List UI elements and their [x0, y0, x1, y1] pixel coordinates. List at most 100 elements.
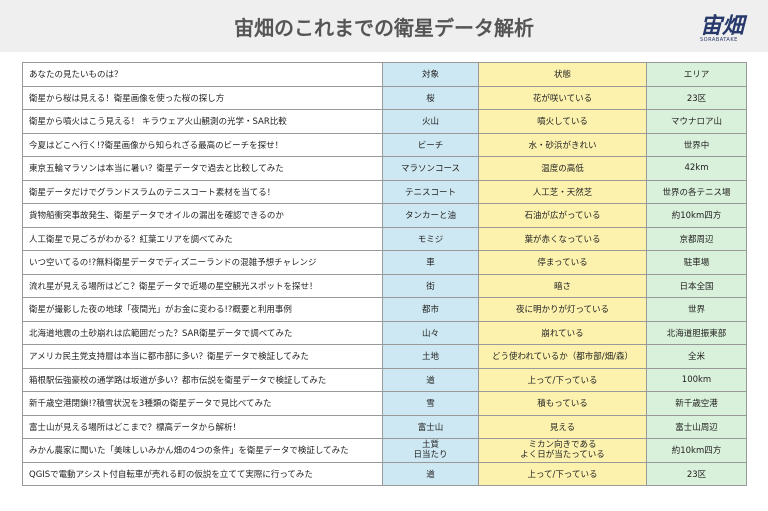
cell: 世界中 — [646, 132, 747, 157]
cell: 世界の各テニス場 — [646, 179, 747, 204]
cell: 流れ星が見える場所はどこ？衛星データで近場の星空観光スポットを探せ！ — [22, 273, 383, 298]
header-row: あなたの見たいものは？ 対象 状態 エリア — [22, 62, 747, 87]
row: 新千歳空港閉鎖!?積雪状況を3種類の衛星データで見比べてみた雪積もっている 新千歳… — [22, 391, 747, 416]
cell: 雪 — [382, 391, 479, 416]
row: いつ空いてるの!?無料衛星データでディズニーランドの混雑予想チャレンジ車停まって… — [22, 250, 747, 275]
cell: 北海道胆振東部 — [646, 320, 747, 345]
cell: 崩れている — [478, 320, 647, 345]
cell: 箱根駅伝強豪校の通学路は坂道が多い？都市伝説を衛星データで検証してみた — [22, 367, 383, 392]
cell: 土地 — [382, 344, 479, 369]
row: アメリカ民主党支持層は本当に都市部に多い？衛星データで検証してみた 土地 どう使われ… — [22, 344, 747, 369]
row: 今夏はどこへ行く!?衛星画像から知られざる最高のビーチを探せ！ ビーチ 水・砂浜がき… — [22, 132, 747, 157]
cell: 日本全国 — [646, 273, 747, 298]
cell: ビーチ — [382, 132, 479, 157]
row: 貨物船衝突事故発生、衛星データでオイルの漏出を確認できるのか タンカーと油 石油が広… — [22, 203, 747, 228]
cell: 新千歳空港 — [646, 391, 747, 416]
cell: 100km — [646, 367, 747, 392]
cell: 富士山が見える場所はどこまで？標高データから解析！ — [22, 414, 383, 439]
cell: ミカン向きである よく日が当たっている — [478, 438, 647, 463]
cell-line: よく日が当たっている — [520, 450, 605, 461]
row: 東京五輪マラソンは本当に暑い？衛星データで過去と比較してみた マラソンコース 温度の… — [22, 156, 747, 181]
cell: 都市 — [382, 297, 479, 322]
cell: 道 — [382, 367, 479, 392]
cell: 噴火している — [478, 109, 647, 134]
cell: 23区 — [646, 461, 747, 486]
cell: 富士山周辺 — [646, 414, 747, 439]
cell: 状態 — [478, 62, 647, 87]
logo: 宙畑 — [700, 14, 745, 39]
cell: 桜 — [382, 85, 479, 110]
cell: エリア — [646, 62, 747, 87]
cell: あなたの見たいものは？ — [22, 62, 383, 87]
cell: 全米 — [646, 344, 747, 369]
row: 衛星データだけでグランドスラムのテニスコート素材を当てる！ テニスコート 人工芝・天… — [22, 179, 747, 204]
cell: 温度の高低 — [478, 156, 647, 181]
cell: 京都周辺 — [646, 226, 747, 251]
row: みかん農家に聞いた「美味しいみかん畑の4つの条件」を衛星データで検証してみた 土質… — [22, 438, 747, 463]
cell-line: 日当たり — [413, 450, 448, 461]
cell: 夜に明かりが灯っている — [478, 297, 647, 322]
cell: みかん農家に聞いた「美味しいみかん畑の4つの条件」を衛星データで検証してみた — [22, 438, 383, 463]
cell: 世界 — [646, 297, 747, 322]
cell: タンカーと油 — [382, 203, 479, 228]
cell: どう使われているか（都市部/畑/森） — [478, 344, 647, 369]
cell: 花が咲いている — [478, 85, 647, 110]
cell: 土質 日当たり — [382, 438, 479, 463]
cell: QGISで電動アシスト付自転車が売れる町の仮説を立てて実際に行ってみた — [22, 461, 383, 486]
cell: 約10km四方 — [646, 203, 747, 228]
cell: 約10km四方 — [646, 438, 747, 463]
cell: 人工衛星で見ごろがわかる？紅葉エリアを調べてみた — [22, 226, 383, 251]
cell: 貨物船衝突事故発生、衛星データでオイルの漏出を確認できるのか — [22, 203, 383, 228]
cell: アメリカ民主党支持層は本当に都市部に多い？衛星データで検証してみた — [22, 344, 383, 369]
cell: 対象 — [382, 62, 479, 87]
header: 宙畑のこれまでの衛星データ解析 宙畑 SORABATAKE — [0, 0, 768, 52]
cell: 暗さ — [478, 273, 647, 298]
row: 衛星から桜は見える！衛星画像を使った桜の探し方桜花が咲いている 23区 — [22, 85, 747, 110]
cell: 人工芝・天然芝 — [478, 179, 647, 204]
row: 人工衛星で見ごろがわかる？紅葉エリアを調べてみた モミジ 葉が赤くなっている 京都周辺 — [22, 226, 747, 251]
cell: 積もっている — [478, 391, 647, 416]
row: 衛星が撮影した夜の地球「夜間光」がお金に変わる!?概要と利用事例 都市 夜に明かりが… — [22, 297, 747, 322]
cell: マラソンコース — [382, 156, 479, 181]
cell-line: 土質 — [421, 440, 439, 451]
cell: 停まっている — [478, 250, 647, 275]
cell: 衛星データだけでグランドスラムのテニスコート素材を当てる！ — [22, 179, 383, 204]
cell: 衛星から噴火はこう見える！ キラウェア火山観測の光学・SAR比較 — [22, 109, 383, 134]
cell: 葉が赤くなっている — [478, 226, 647, 251]
cell: 上って/下っている — [478, 367, 647, 392]
logo-sub: SORABATAKE — [700, 37, 738, 43]
cell: 42km — [646, 156, 747, 181]
cell: 上って/下っている — [478, 461, 647, 486]
row: 箱根駅伝強豪校の通学路は坂道が多い？都市伝説を衛星データで検証してみた道上って/… — [22, 367, 747, 392]
cell: 火山 — [382, 109, 479, 134]
cell: 見える — [478, 414, 647, 439]
cell: テニスコート — [382, 179, 479, 204]
cell: いつ空いてるの!?無料衛星データでディズニーランドの混雑予想チャレンジ — [22, 250, 383, 275]
table: あなたの見たいものは？ 対象 状態 エリア 衛星から桜は見える！衛星画像を使った桜の探し… — [22, 62, 747, 486]
cell: マウナロア山 — [646, 109, 747, 134]
row: 衛星から噴火はこう見える！ キラウェア火山観測の光学・SAR比較 火山 噴火している… — [22, 109, 747, 134]
cell: 山々 — [382, 320, 479, 345]
row: 流れ星が見える場所はどこ？衛星データで近場の星空観光スポットを探せ！街暗さ 日本全… — [22, 273, 747, 298]
cell: 水・砂浜がきれい — [478, 132, 647, 157]
cell: 衛星が撮影した夜の地球「夜間光」がお金に変わる!?概要と利用事例 — [22, 297, 383, 322]
cell: モミジ — [382, 226, 479, 251]
cell: 街 — [382, 273, 479, 298]
row: QGISで電動アシスト付自転車が売れる町の仮説を立てて実際に行ってみた道上って/… — [22, 461, 747, 486]
cell: 駐車場 — [646, 250, 747, 275]
cell: 車 — [382, 250, 479, 275]
row: 富士山が見える場所はどこまで？標高データから解析！ 富士山 見える 富士山周辺 — [22, 414, 747, 439]
cell: 東京五輪マラソンは本当に暑い？衛星データで過去と比較してみた — [22, 156, 383, 181]
cell: 衛星から桜は見える！衛星画像を使った桜の探し方 — [22, 85, 383, 110]
cell: 新千歳空港閉鎖!?積雪状況を3種類の衛星データで見比べてみた — [22, 391, 383, 416]
cell: 富士山 — [382, 414, 479, 439]
cell: 23区 — [646, 85, 747, 110]
cell: 北海道地震の土砂崩れは広範囲だった？SAR衛星データで調べてみた — [22, 320, 383, 345]
row: 北海道地震の土砂崩れは広範囲だった？SAR衛星データで調べてみた 山々 崩れている北… — [22, 320, 747, 345]
cell: 道 — [382, 461, 479, 486]
cell: 石油が広がっている — [478, 203, 647, 228]
cell-line: ミカン向きである — [528, 440, 597, 451]
title: 宙畑のこれまでの衛星データ解析 — [234, 16, 534, 40]
cell: 今夏はどこへ行く!?衛星画像から知られざる最高のビーチを探せ！ — [22, 132, 383, 157]
